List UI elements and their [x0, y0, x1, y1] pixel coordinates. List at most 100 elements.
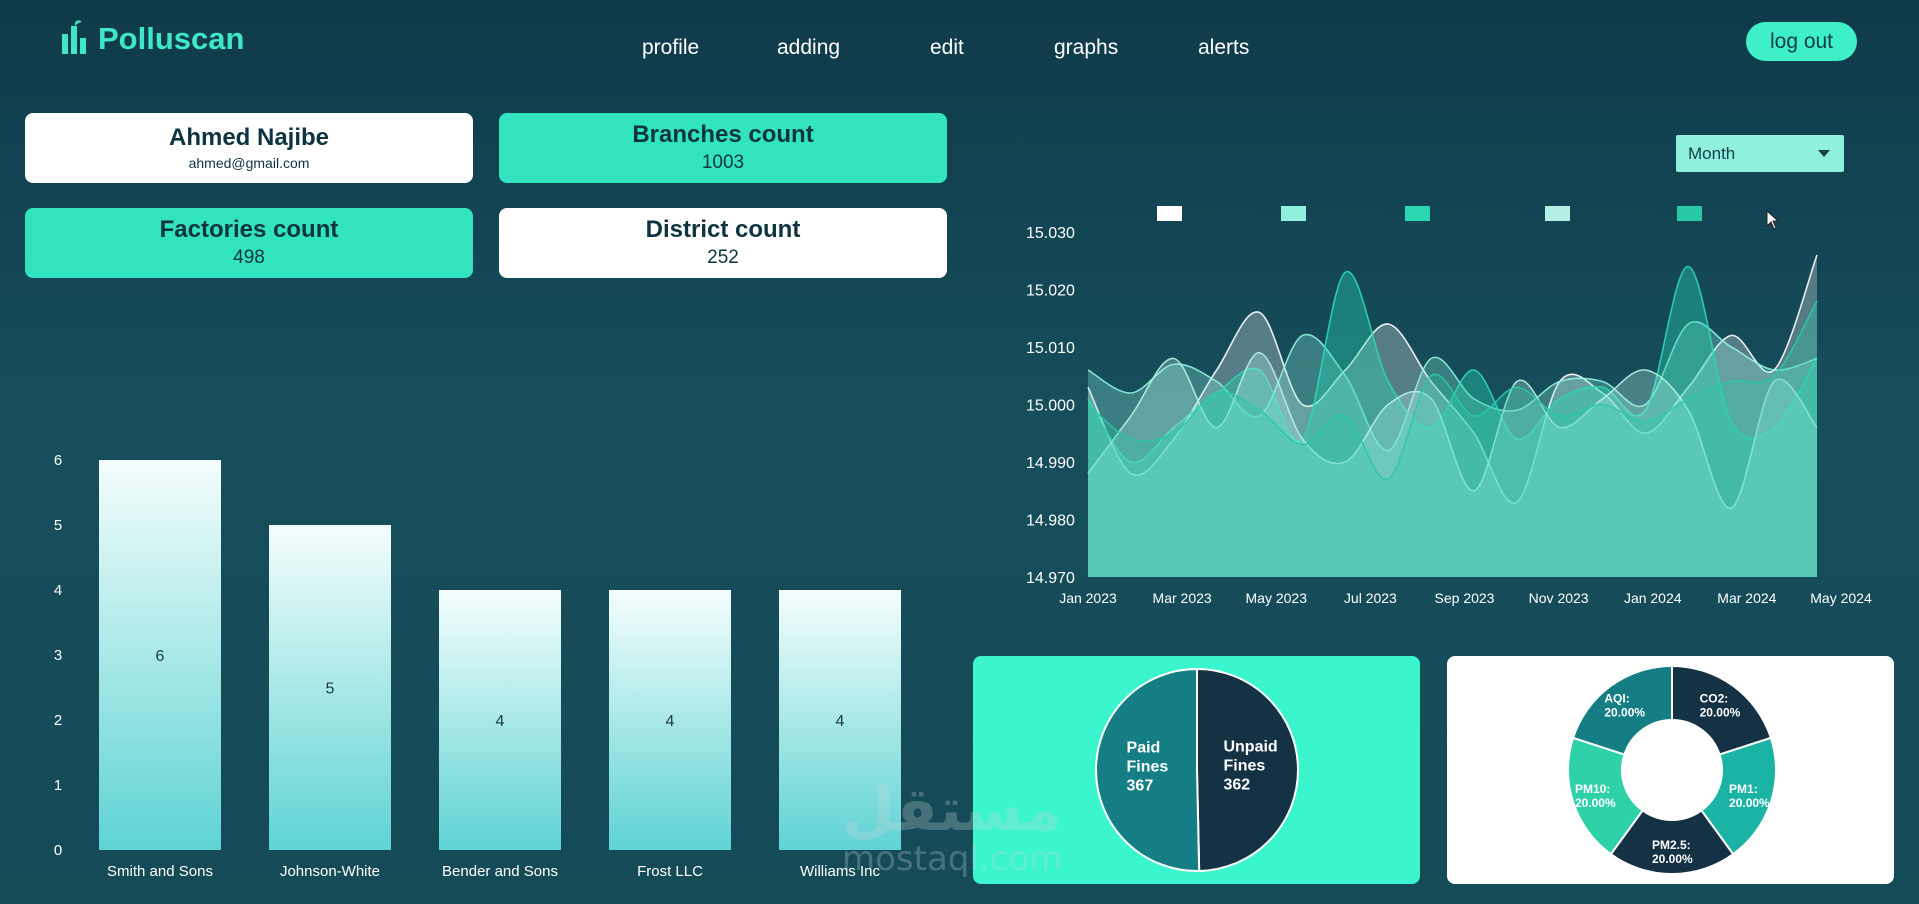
donut-slice-value: 20.00%: [1652, 852, 1693, 866]
y-tick-label: 15.020: [1026, 283, 1075, 300]
logout-button[interactable]: log out: [1746, 22, 1857, 61]
bar: [99, 460, 221, 850]
pie-slice: [1095, 667, 1201, 872]
bar: [439, 590, 561, 850]
donut-slice-label: PM1:: [1729, 782, 1758, 796]
donut-slice: [1567, 736, 1645, 856]
pollutant-donut-chart: CO2:20.00%PM1:20.00%PM2.5:20.00%PM10:20.…: [1567, 664, 1777, 875]
districts-label: District count: [645, 215, 801, 243]
mouse-cursor-icon: [1766, 210, 1780, 230]
legend-swatch: [1281, 206, 1306, 221]
series-line: [1087, 254, 1818, 504]
series-line: [1087, 321, 1818, 452]
pie-slice-label: Paid: [1127, 740, 1161, 757]
fines-pie-chart: Unpaid Fines 362 Paid Fines 367: [1095, 667, 1300, 872]
legend-label: PM1 Ratio: [1313, 206, 1379, 222]
pie-slice: [1196, 667, 1300, 872]
x-tick-label: Williams Inc: [800, 863, 881, 880]
nav-alerts[interactable]: alerts: [1198, 36, 1250, 59]
pie-slice-label: Fines: [1127, 759, 1169, 776]
y-tick-label: 15.010: [1026, 340, 1075, 357]
bar-data-label: 4: [496, 713, 505, 730]
x-tick-label: Smith and Sons: [107, 863, 213, 880]
y-tick-label: 5: [54, 517, 62, 534]
factories-value: 498: [233, 247, 265, 269]
bar: [779, 590, 901, 850]
user-email: ahmed@gmail.com: [188, 155, 310, 172]
y-tick-label: 2: [54, 712, 62, 729]
app-logo[interactable]: Polluscan: [62, 20, 244, 54]
x-tick-label: Bender and Sons: [442, 863, 558, 880]
period-select[interactable]: Month: [1676, 135, 1844, 172]
donut-slice: [1571, 664, 1673, 756]
nav-edit[interactable]: edit: [930, 36, 964, 59]
pie-slice-label: 367: [1127, 778, 1154, 795]
bar-chart-leaf-icon: [62, 20, 86, 54]
branches-label: Branches count: [632, 120, 814, 148]
y-tick-label: 3: [54, 647, 62, 664]
bar-data-label: 5: [326, 681, 335, 698]
watermark-latin: mostaql.com: [842, 839, 1063, 879]
bar-data-label: 4: [836, 713, 845, 730]
districts-card: District count 252: [499, 208, 947, 278]
branches-card: Branches count 1003: [499, 113, 947, 183]
legend-label: CO2 Ratio: [1189, 206, 1255, 222]
legend-swatch: [1545, 206, 1570, 221]
nav-adding[interactable]: adding: [777, 36, 841, 59]
bar: [609, 590, 731, 850]
nav-graphs[interactable]: graphs: [1054, 36, 1119, 59]
legend-swatch: [1405, 206, 1430, 221]
fines-pie-panel: Unpaid Fines 362 Paid Fines 367: [973, 656, 1420, 884]
donut-slice-value: 20.00%: [1575, 796, 1616, 810]
legend-label: AQI Ratio: [1709, 206, 1770, 222]
series-line: [1087, 300, 1818, 481]
y-tick-label: 14.990: [1026, 455, 1075, 472]
x-tick-label: Nov 2023: [1529, 590, 1589, 606]
pie-slice-label: Fines: [1223, 757, 1265, 774]
x-tick-label: Mar 2023: [1153, 590, 1212, 606]
x-tick-label: Frost LLC: [637, 863, 703, 880]
y-tick-label: 6: [54, 452, 62, 469]
y-tick-label: 15.030: [1026, 225, 1075, 242]
series-area: [1088, 301, 1817, 577]
user-card: Ahmed Najibe ahmed@gmail.com: [25, 113, 473, 183]
series-line: [1087, 265, 1818, 464]
bar-data-label: 6: [156, 648, 165, 665]
factories-label: Factories count: [159, 215, 339, 243]
chevron-down-icon: [1818, 150, 1830, 157]
legend-label: PM2.5 Ratio: [1437, 206, 1514, 222]
donut-slice-label: AQI:: [1604, 691, 1629, 705]
districts-value: 252: [707, 247, 739, 269]
donut-slice-label: PM2.5:: [1652, 838, 1691, 852]
factories-bar-chart: 0 1 2 3 4 5 6 6 Smith and Sons 5 Johnson-White 4 Ben…: [54, 452, 901, 880]
watermark-arabic: مستقل: [842, 775, 1062, 845]
x-tick-label: Sep 2023: [1435, 590, 1495, 606]
app-name: Polluscan: [98, 21, 245, 56]
donut-slice: [1671, 664, 1773, 756]
pollutant-donut-panel: CO2: 20.00% PM1: 20.00% PM2.5: 20.00% PM10: 20.…: [1447, 656, 1894, 884]
donut-slice-value: 20.00%: [1604, 705, 1645, 719]
ratio-area-chart: 14.970 14.980 14.990 15.000 15.010 15.020 15.0…: [1026, 206, 1872, 606]
bar-data-label: 4: [666, 713, 675, 730]
y-tick-label: 1: [54, 777, 62, 794]
series-area: [1088, 255, 1817, 577]
y-tick-label: 14.970: [1026, 570, 1075, 587]
x-tick-label: May 2023: [1246, 590, 1308, 606]
legend-swatch: [1677, 206, 1702, 221]
watermark-logo: مستقل mostaql.com: [842, 780, 1062, 876]
legend-swatch: [1157, 206, 1182, 221]
bar: [269, 525, 391, 850]
factories-card: Factories count 498: [25, 208, 473, 278]
series-area: [1088, 352, 1817, 577]
nav-profile[interactable]: profile: [642, 36, 700, 59]
donut-slice-value: 20.00%: [1729, 796, 1770, 810]
y-tick-label: 0: [54, 842, 62, 859]
period-select-value: Month: [1688, 143, 1736, 163]
x-tick-label: Jan 2024: [1624, 590, 1682, 606]
user-name: Ahmed Najibe: [168, 123, 330, 151]
pie-slice-label: 362: [1223, 776, 1250, 793]
donut-slice-value: 20.00%: [1700, 705, 1741, 719]
main-nav: profile adding edit graphs alerts: [0, 36, 1919, 66]
x-tick-label: Jan 2023: [1059, 590, 1117, 606]
series-line: [1087, 351, 1818, 509]
